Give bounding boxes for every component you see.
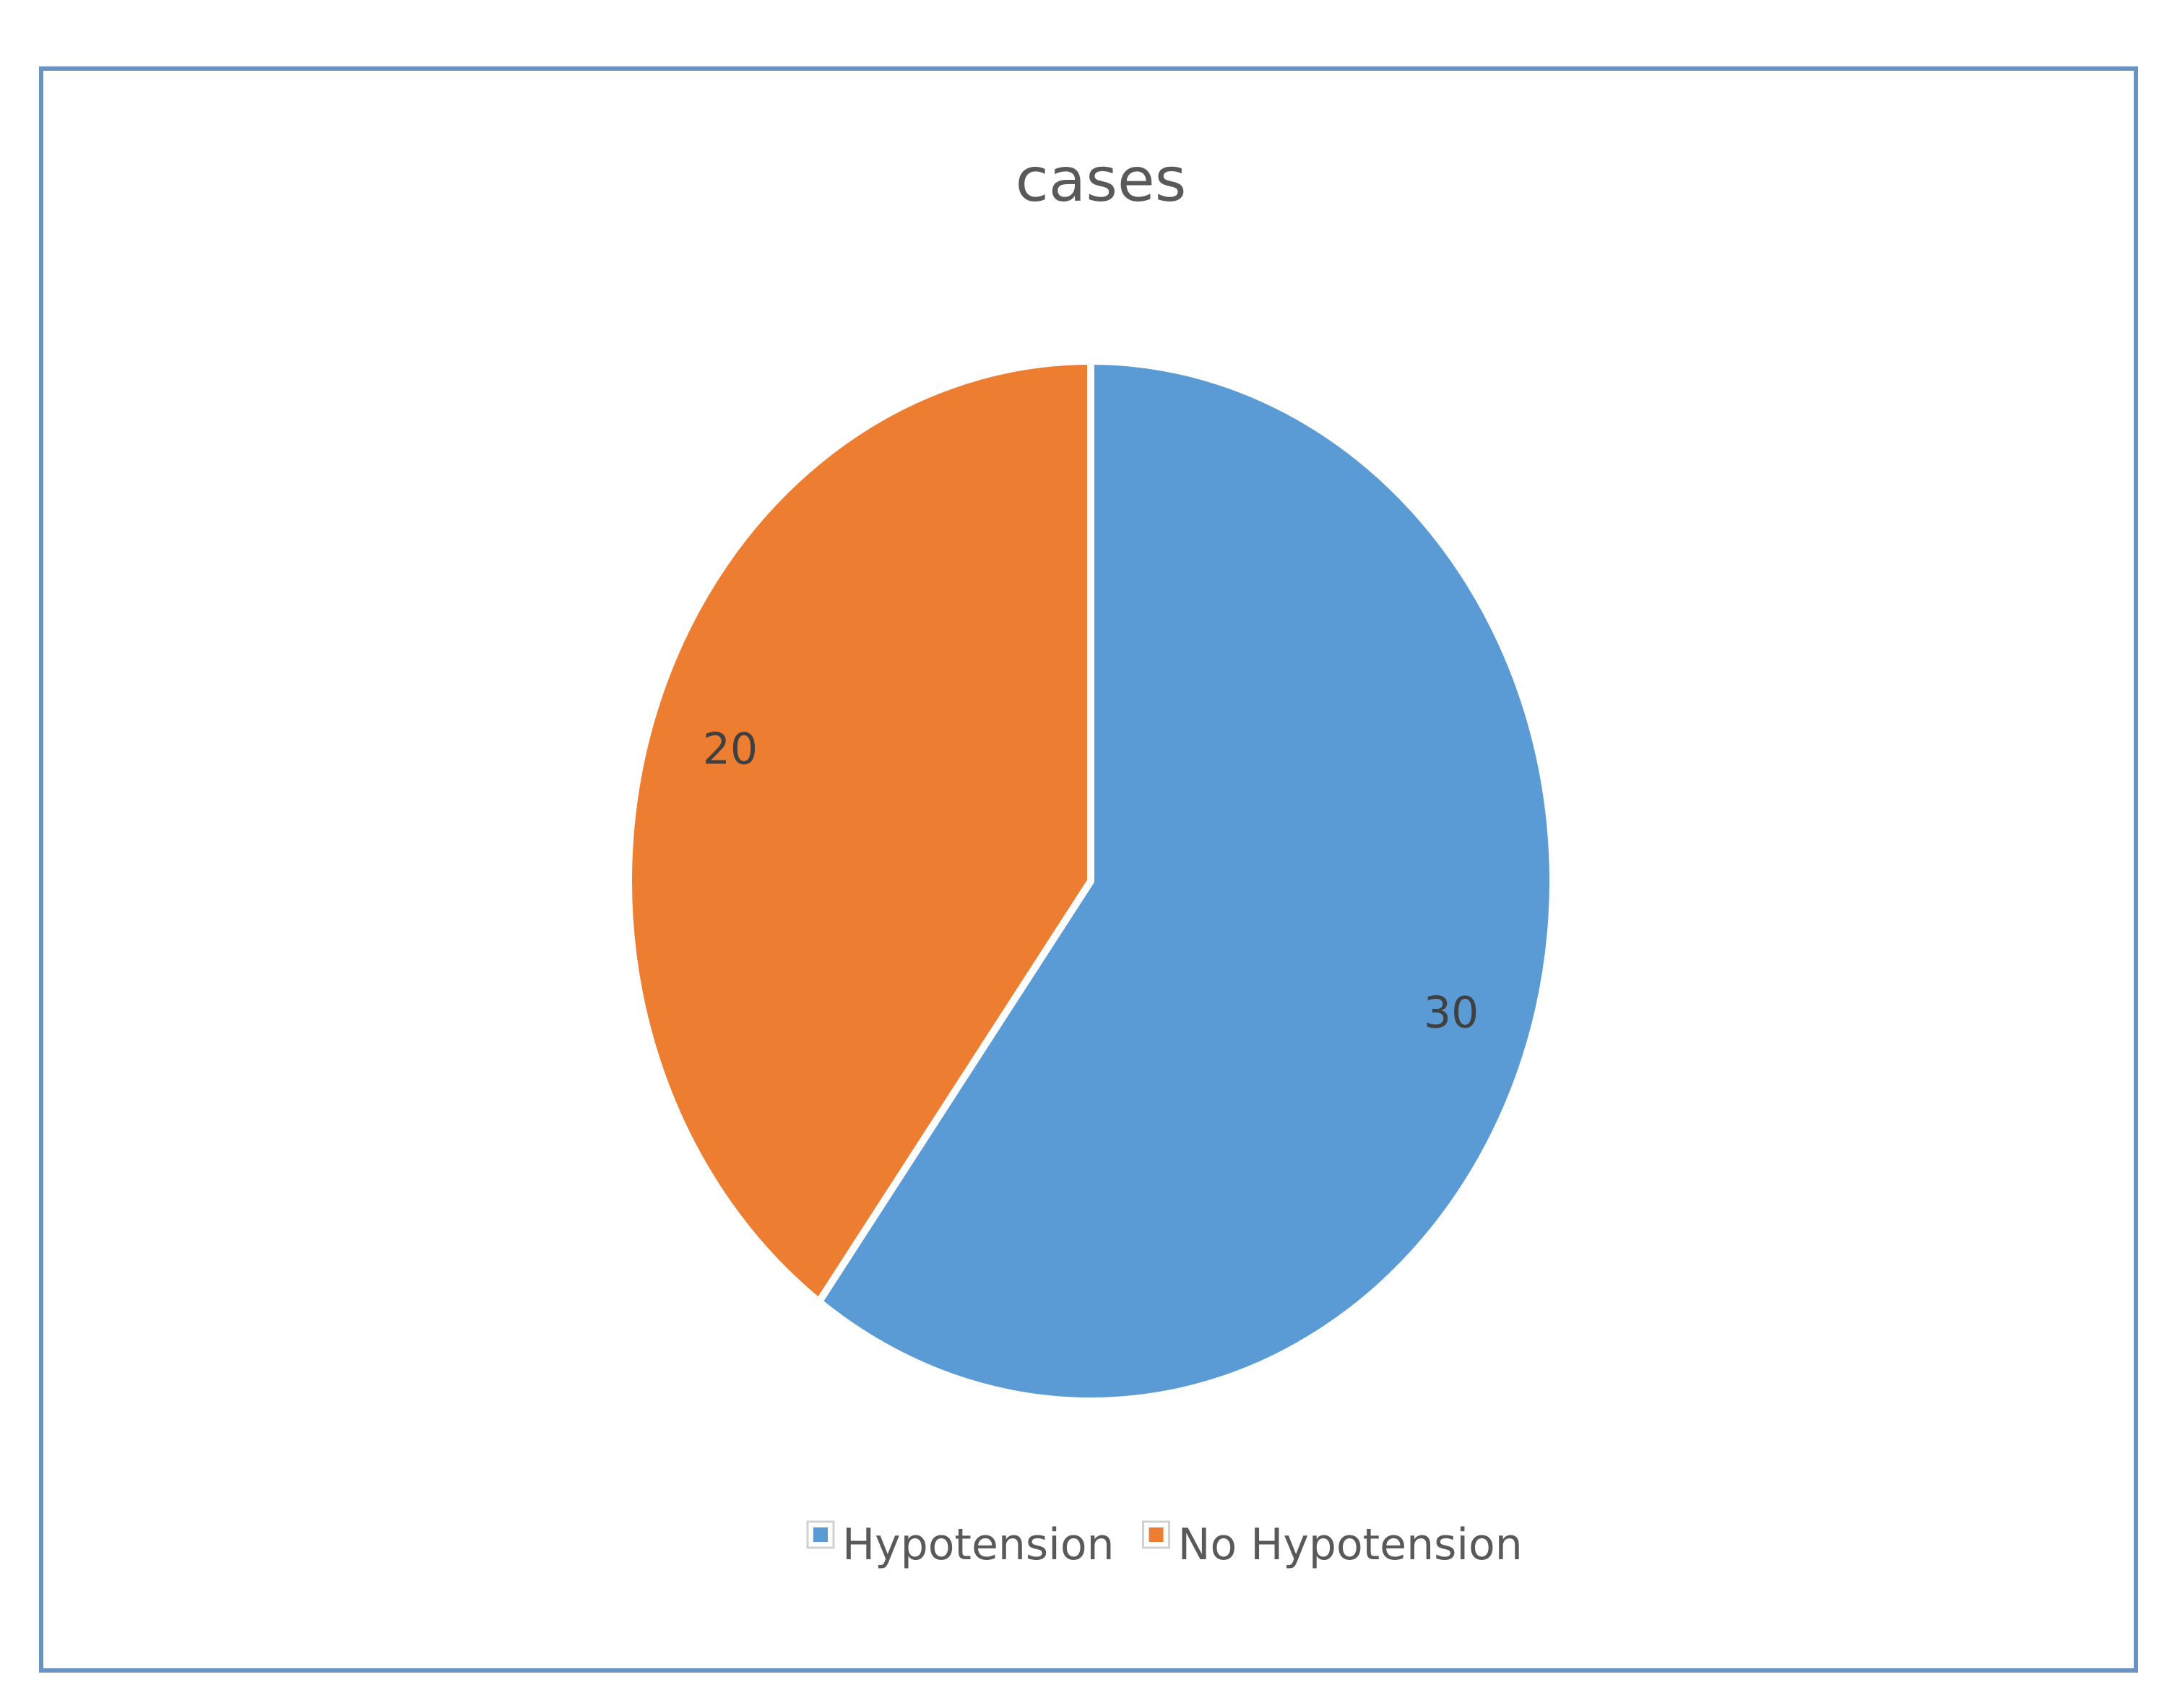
legend-swatch bbox=[1149, 1527, 1164, 1542]
data-label-no-hypotension: 20 bbox=[703, 724, 758, 775]
pie-slices bbox=[625, 357, 1557, 1405]
legend: Hypotension No Hypotension bbox=[806, 1520, 1523, 1570]
legend-label: No Hypotension bbox=[1178, 1520, 1523, 1570]
legend-swatch bbox=[813, 1527, 828, 1542]
data-labels: 30 20 bbox=[703, 724, 1479, 1039]
legend-item-no-hypotension: No Hypotension bbox=[1142, 1520, 1523, 1570]
pie-slice-hypotension bbox=[815, 357, 1557, 1405]
data-label-hypotension: 30 bbox=[1424, 987, 1479, 1038]
legend-label: Hypotension bbox=[842, 1520, 1115, 1570]
legend-item-hypotension: Hypotension bbox=[806, 1520, 1115, 1570]
chart-title: cases bbox=[1016, 144, 1187, 215]
pie-slice-no-hypotension bbox=[625, 357, 1094, 1306]
